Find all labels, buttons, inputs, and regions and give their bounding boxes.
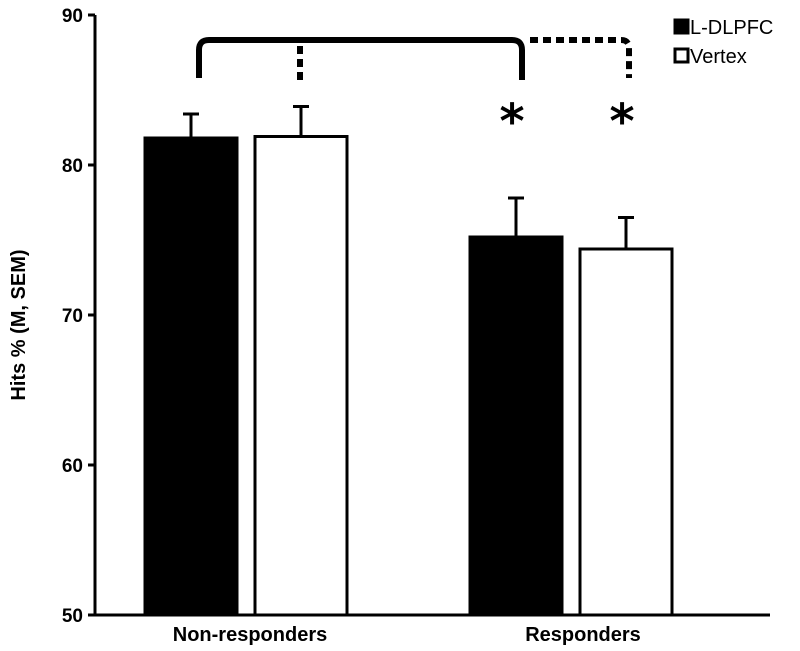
y-tick-label: 50 [62,606,83,627]
bar-vertex [578,247,674,617]
y-tick-label: 70 [62,306,83,327]
legend-swatch-vertex [673,47,690,64]
y-axis-label: Hits % (M, SEM) [8,249,30,400]
legend-label: L-DLPFC [690,17,773,39]
bars [143,135,674,617]
y-tick-label: 80 [62,156,83,177]
error-bars [183,105,634,249]
significance-star: * [499,94,524,150]
bracket-dotted-vertex [297,37,632,80]
legend: L-DLPFC Vertex [673,17,773,68]
significance-markers: * * [499,94,634,150]
y-tick-label: 90 [62,6,83,27]
significance-brackets [196,37,632,80]
bar-vertex [253,135,349,617]
bracket-solid-l-dlpfc [196,37,525,80]
bar-l-dlpfc [143,136,239,617]
y-tick-label: 60 [62,456,83,477]
legend-swatch-l-dlpfc [673,18,690,35]
x-tick-label: Non-responders [173,624,327,646]
x-tick-label: Responders [525,624,641,646]
significance-star: * [609,94,634,150]
bar-l-dlpfc [468,235,564,617]
legend-label: Vertex [690,46,747,68]
